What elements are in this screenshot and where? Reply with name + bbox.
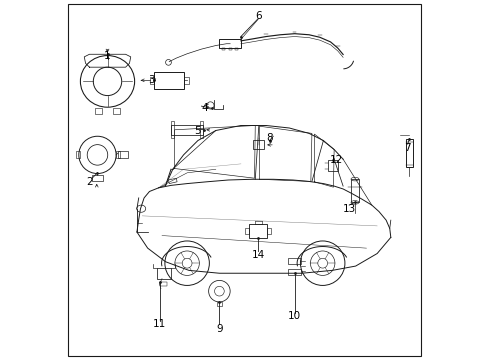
Bar [267,228,270,234]
Bar [116,151,120,158]
Bar [171,121,174,138]
Bar [287,258,301,264]
Bar [216,302,222,306]
Bar [228,48,231,50]
Bar [156,268,171,279]
Text: 12: 12 [328,155,342,165]
Bar [118,150,128,158]
Bar [248,224,267,238]
Bar [328,160,338,171]
Text: 7: 7 [404,143,410,153]
Bar [149,77,154,84]
Bar [287,269,301,275]
Text: 2: 2 [86,177,93,187]
Bar [184,77,188,84]
Bar [219,40,241,48]
Bar [235,48,238,50]
Bar [76,151,80,158]
Text: 9: 9 [216,324,222,334]
Bar [222,48,224,50]
Bar [160,282,167,286]
Bar [95,108,102,114]
Text: 13: 13 [342,204,355,214]
Bar [244,228,248,234]
Bar [350,179,358,202]
Bar [171,125,203,135]
Bar [92,175,102,181]
Bar [154,72,184,89]
Text: 11: 11 [152,319,165,329]
Text: 3: 3 [148,75,154,85]
Text: 8: 8 [266,133,272,143]
Text: 10: 10 [287,311,301,321]
Text: 5: 5 [194,126,201,135]
Bar [113,108,120,114]
Text: 1: 1 [104,51,111,61]
Bar [253,140,264,149]
Bar [406,139,412,167]
Text: 14: 14 [251,249,264,260]
Bar [200,121,203,138]
Text: 4: 4 [201,103,207,113]
Text: 6: 6 [254,11,261,21]
